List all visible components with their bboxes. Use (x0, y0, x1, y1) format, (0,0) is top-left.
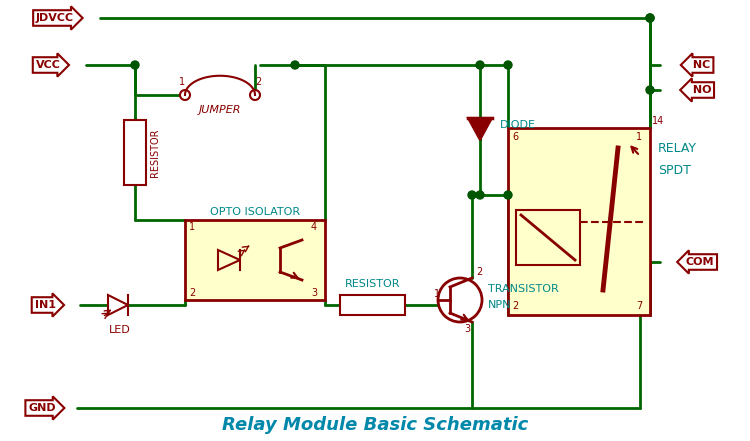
Circle shape (476, 191, 484, 199)
Text: 2: 2 (512, 301, 518, 311)
Text: NPN: NPN (488, 300, 512, 310)
Circle shape (504, 191, 512, 199)
Text: 2: 2 (189, 288, 195, 298)
Text: 3: 3 (464, 324, 470, 334)
Text: NC: NC (689, 60, 711, 70)
Circle shape (468, 191, 476, 199)
Text: NO: NO (688, 85, 711, 95)
Circle shape (646, 14, 654, 22)
Text: IN1: IN1 (34, 300, 56, 310)
Text: OPTO ISOLATOR: OPTO ISOLATOR (210, 207, 300, 217)
Text: TRANSISTOR: TRANSISTOR (488, 284, 559, 294)
Text: SPDT: SPDT (658, 164, 691, 176)
Text: LED: LED (110, 325, 130, 335)
Circle shape (476, 61, 484, 69)
Text: 2: 2 (255, 77, 261, 87)
Bar (516, 210, 580, 265)
Circle shape (291, 61, 299, 69)
Text: 3: 3 (311, 288, 317, 298)
Text: DIODE: DIODE (500, 120, 536, 130)
Text: 14: 14 (652, 116, 664, 126)
Text: RELAY: RELAY (658, 142, 697, 154)
Text: VCC: VCC (35, 60, 61, 70)
Text: 1: 1 (434, 289, 440, 299)
Text: 4: 4 (311, 222, 317, 232)
Circle shape (646, 86, 654, 94)
Text: 6: 6 (512, 132, 518, 142)
Circle shape (646, 14, 654, 22)
Polygon shape (218, 250, 240, 270)
Polygon shape (468, 118, 492, 140)
Text: COM: COM (686, 257, 714, 267)
Circle shape (180, 90, 190, 100)
Text: 1: 1 (189, 222, 195, 232)
Text: Relay Module Basic Schematic: Relay Module Basic Schematic (222, 416, 528, 434)
Bar (508, 128, 650, 315)
Bar (340, 295, 405, 315)
Circle shape (131, 61, 139, 69)
Text: 1: 1 (636, 132, 642, 142)
Text: RESISTOR: RESISTOR (345, 279, 400, 289)
Bar (124, 120, 146, 185)
Text: 7: 7 (636, 301, 642, 311)
Bar (185, 220, 325, 300)
Polygon shape (108, 295, 128, 315)
Text: GND: GND (28, 403, 56, 413)
Circle shape (504, 61, 512, 69)
Text: JUMPER: JUMPER (199, 105, 242, 115)
Text: RESISTOR: RESISTOR (150, 128, 160, 177)
Text: 1: 1 (179, 77, 185, 87)
Text: 2: 2 (476, 267, 482, 277)
Circle shape (250, 90, 260, 100)
Text: JDVCC: JDVCC (36, 13, 74, 23)
